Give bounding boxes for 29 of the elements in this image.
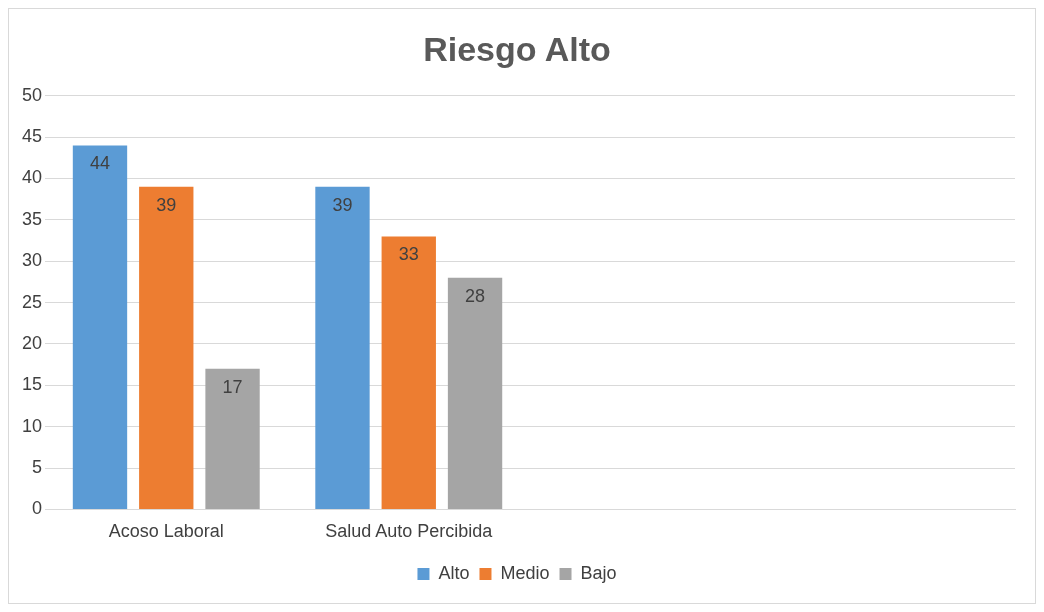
legend-label: Medio <box>500 562 550 583</box>
y-tick-label: 30 <box>21 250 43 271</box>
y-tick-label: 50 <box>21 84 43 105</box>
y-tick-label: 15 <box>21 374 43 395</box>
bar <box>315 186 370 509</box>
bar <box>139 186 194 509</box>
y-tick-label: 25 <box>21 291 43 312</box>
data-label: 39 <box>332 194 353 215</box>
y-tick-label: 5 <box>32 457 43 478</box>
bar <box>381 236 436 509</box>
bar <box>205 368 260 509</box>
y-tick-label: 0 <box>32 498 43 519</box>
y-tick-label: 10 <box>21 415 43 436</box>
legend-label: Bajo <box>580 562 617 583</box>
bar <box>447 277 503 509</box>
data-label: 28 <box>465 285 486 306</box>
legend-label: Alto <box>438 562 470 583</box>
data-label: 17 <box>222 376 243 397</box>
y-tick-label: 35 <box>21 208 43 229</box>
data-label: 33 <box>398 244 419 265</box>
data-label: 44 <box>89 153 110 174</box>
y-tick-label: 40 <box>21 167 43 188</box>
y-tick-label: 45 <box>21 126 43 147</box>
bar <box>72 145 128 509</box>
y-tick-label: 20 <box>21 332 43 353</box>
data-label: 39 <box>156 194 177 215</box>
chart-title: Riesgo Alto <box>423 29 611 68</box>
x-tick-label: Salud Auto Percibida <box>325 521 494 542</box>
x-tick-label: Acoso Laboral <box>108 521 224 542</box>
